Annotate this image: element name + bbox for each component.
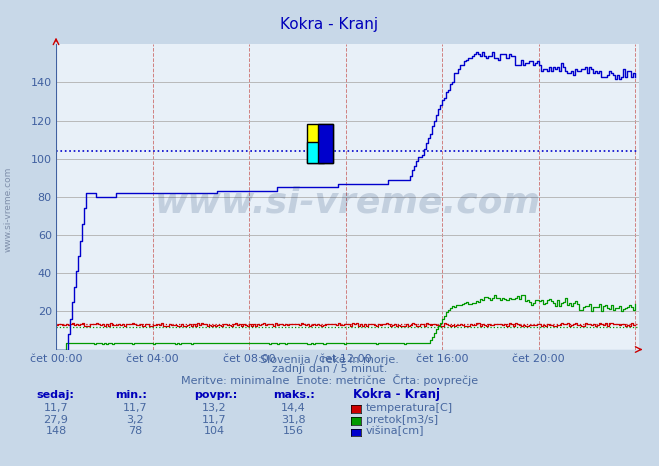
Text: 13,2: 13,2 — [202, 403, 227, 413]
Text: 31,8: 31,8 — [281, 415, 306, 425]
Text: 27,9: 27,9 — [43, 415, 69, 425]
Text: www.si-vreme.com: www.si-vreme.com — [155, 186, 540, 220]
Text: Kokra - Kranj: Kokra - Kranj — [353, 389, 440, 401]
Text: maks.:: maks.: — [273, 391, 315, 400]
Text: min.:: min.: — [115, 391, 147, 400]
Text: zadnji dan / 5 minut.: zadnji dan / 5 minut. — [272, 364, 387, 374]
Text: povpr.:: povpr.: — [194, 391, 238, 400]
Text: 11,7: 11,7 — [43, 403, 69, 413]
Text: temperatura[C]: temperatura[C] — [366, 403, 453, 413]
Text: višina[cm]: višina[cm] — [366, 426, 424, 436]
Text: 148: 148 — [45, 426, 67, 436]
Text: pretok[m3/s]: pretok[m3/s] — [366, 415, 438, 425]
Text: 11,7: 11,7 — [202, 415, 227, 425]
FancyBboxPatch shape — [318, 123, 333, 163]
Text: 3,2: 3,2 — [127, 415, 144, 425]
Text: www.si-vreme.com: www.si-vreme.com — [3, 167, 13, 253]
Text: 104: 104 — [204, 426, 225, 436]
FancyBboxPatch shape — [307, 123, 333, 163]
Text: sedaj:: sedaj: — [36, 391, 74, 400]
Text: 14,4: 14,4 — [281, 403, 306, 413]
Text: Slovenija / reke in morje.: Slovenija / reke in morje. — [260, 355, 399, 365]
Text: Meritve: minimalne  Enote: metrične  Črta: povprečje: Meritve: minimalne Enote: metrične Črta:… — [181, 374, 478, 386]
Text: 156: 156 — [283, 426, 304, 436]
Text: Kokra - Kranj: Kokra - Kranj — [281, 17, 378, 32]
FancyBboxPatch shape — [307, 142, 324, 163]
Text: 78: 78 — [128, 426, 142, 436]
Text: 11,7: 11,7 — [123, 403, 148, 413]
